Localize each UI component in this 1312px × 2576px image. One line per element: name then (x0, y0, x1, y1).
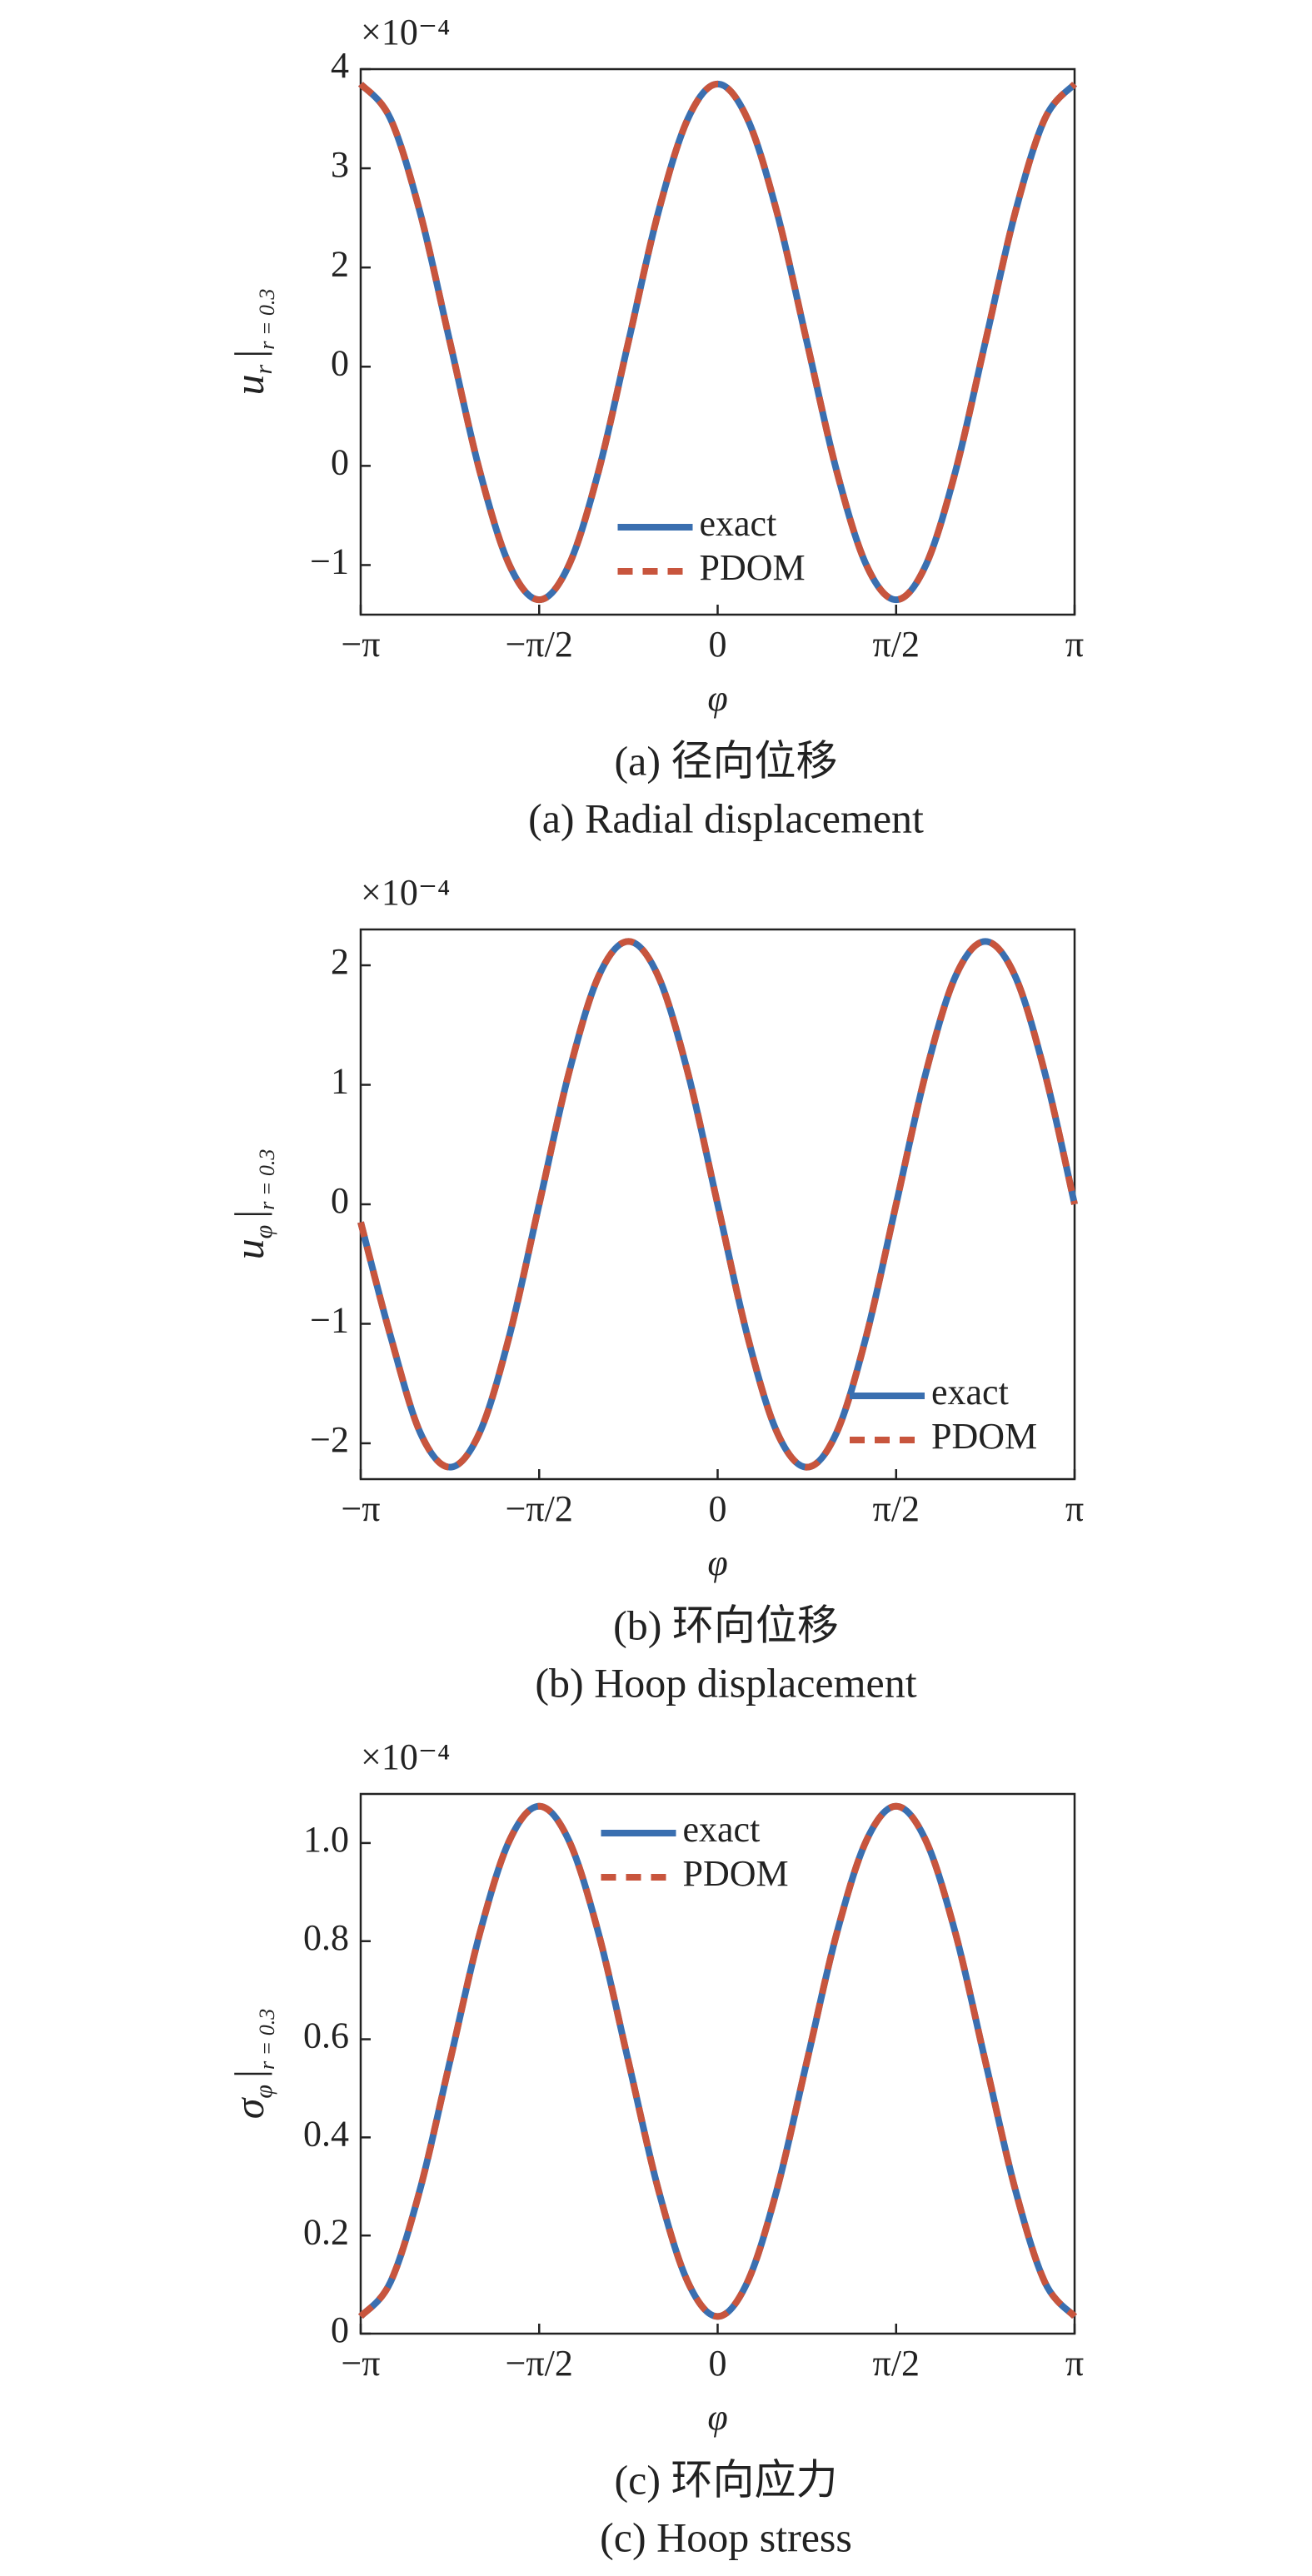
y-multiplier: ×10⁻⁴ (361, 12, 450, 52)
y-tick-label: −2 (310, 1419, 349, 1460)
x-axis-label: φ (707, 678, 727, 719)
series-line (357, 938, 1078, 1471)
y-label-condition: r = 0.3 (255, 2009, 279, 2070)
y-label-bar: | (226, 1210, 272, 1218)
legend-label: PDOM (683, 1853, 789, 1894)
y-tick-label: 0.2 (303, 2211, 349, 2252)
y-tick-label: 1.0 (303, 1819, 349, 1860)
x-tick-label: −π/2 (506, 1488, 573, 1529)
x-tick-label: 0 (709, 1488, 727, 1529)
y-tick-label: −1 (310, 1300, 349, 1341)
caption-zh: (c) 环向应力 (615, 2456, 838, 2503)
y-label-bar: | (226, 2070, 272, 2078)
x-axis-label: φ (707, 2397, 727, 2438)
caption-en: (a) Radial displacement (528, 795, 924, 841)
x-tick-label: −π (341, 624, 380, 665)
y-label-subscript: φ (250, 2085, 277, 2099)
x-tick-label: 0 (709, 2343, 727, 2384)
x-tick-label: π (1065, 1488, 1084, 1529)
y-label-subscript: r (250, 364, 277, 374)
y-tick-label: 0 (331, 1180, 349, 1221)
x-tick-label: π/2 (873, 1488, 920, 1529)
legend-label: PDOM (931, 1416, 1037, 1457)
legend-label: exact (931, 1372, 1009, 1413)
legend-label: exact (683, 1809, 761, 1850)
y-label-bar: | (226, 350, 272, 358)
y-axis-label: uφ |r = 0.3 (226, 1149, 279, 1260)
caption-en: (b) Hoop displacement (535, 1659, 916, 1706)
y-label-symbol: u (226, 374, 272, 395)
x-tick-label: −π/2 (506, 2343, 573, 2384)
series-line (357, 80, 1078, 604)
x-tick-label: −π/2 (506, 624, 573, 665)
y-tick-label: 0.8 (303, 1917, 349, 1958)
x-tick-label: −π (341, 1488, 380, 1529)
y-tick-label: 0 (331, 441, 349, 482)
y-label-symbol: σ (226, 2096, 272, 2119)
y-multiplier: ×10⁻⁴ (361, 872, 450, 913)
x-tick-label: π/2 (873, 624, 920, 665)
y-tick-label: 0.4 (303, 2113, 349, 2154)
caption-zh: (a) 径向位移 (615, 737, 838, 784)
caption-zh: (b) 环向位移 (613, 1602, 839, 1648)
y-tick-label: 1 (331, 1061, 349, 1102)
y-tick-label: 0.6 (303, 2015, 349, 2056)
y-tick-label: 4 (331, 45, 349, 86)
legend-label: PDOM (700, 547, 806, 588)
y-tick-label: 3 (331, 144, 349, 185)
series-line (357, 1802, 1078, 2320)
y-multiplier: ×10⁻⁴ (361, 1736, 450, 1777)
y-label-symbol: u (226, 1238, 272, 1259)
x-axis-label: φ (707, 1542, 727, 1583)
y-tick-label: 0 (331, 342, 349, 383)
x-tick-label: −π (341, 2343, 380, 2384)
y-label-subscript: φ (250, 1225, 277, 1239)
y-label-condition: r = 0.3 (255, 289, 279, 350)
y-tick-label: 0 (331, 2309, 349, 2350)
x-tick-label: π (1065, 624, 1084, 665)
caption-en: (c) Hoop stress (600, 2514, 852, 2560)
y-axis-label: σφ |r = 0.3 (226, 2009, 279, 2119)
x-tick-label: π (1065, 2343, 1084, 2384)
x-tick-label: 0 (709, 624, 727, 665)
y-tick-label: 2 (331, 941, 349, 982)
y-tick-label: −1 (310, 541, 349, 582)
legend-label: exact (700, 503, 777, 544)
y-tick-label: 2 (331, 243, 349, 284)
y-label-condition: r = 0.3 (255, 1149, 279, 1210)
y-axis-label: ur |r = 0.3 (226, 289, 279, 396)
x-tick-label: π/2 (873, 2343, 920, 2384)
